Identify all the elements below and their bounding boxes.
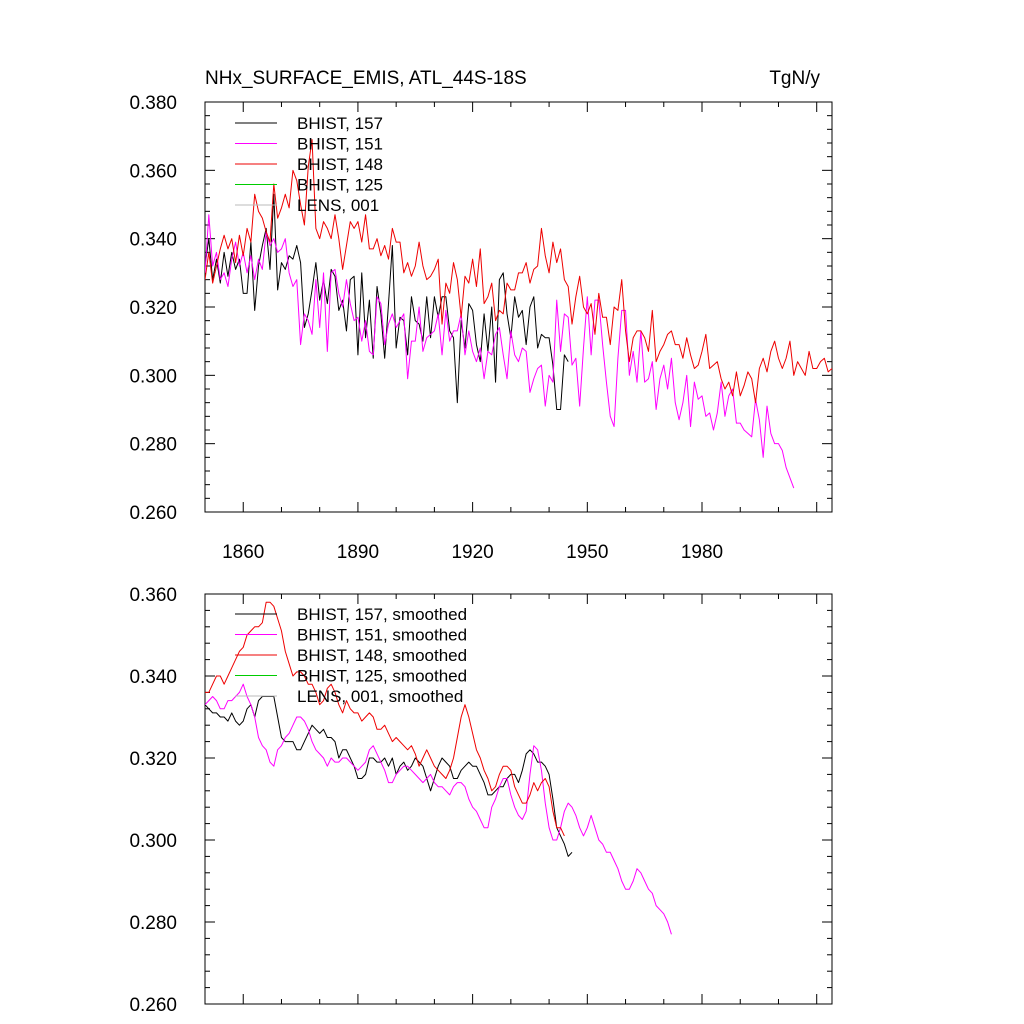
- series-line-bhist-151-smoothed: [205, 683, 672, 935]
- x-tick-label: 1920: [451, 542, 493, 563]
- x-tick-label: 1890: [337, 542, 379, 563]
- y-tick-label: 0.300: [129, 831, 177, 852]
- x-tick-label: 1860: [222, 542, 264, 563]
- x-tick-label: 1950: [566, 542, 608, 563]
- legend-label: LENS, 001: [297, 196, 379, 215]
- series-line-bhist-157-smoothed: [205, 696, 573, 857]
- series-group: [205, 139, 832, 489]
- series-line-bhist-148: [205, 139, 832, 404]
- y-tick-label: 0.340: [129, 230, 177, 251]
- legend-label: BHIST, 125: [297, 176, 383, 195]
- plot-frame: [204, 593, 833, 1005]
- chart-title: NHx_SURFACE_EMIS, ATL_44S-18S: [205, 68, 527, 89]
- units-label: TgN/y: [769, 68, 820, 89]
- legend-label: BHIST, 157, smoothed: [297, 605, 467, 624]
- y-tick-label: 0.320: [129, 298, 177, 319]
- legend-label: BHIST, 148: [297, 155, 383, 174]
- y-tick-label: 0.280: [129, 435, 177, 456]
- legend-label: BHIST, 151, smoothed: [297, 626, 467, 645]
- legend-label: BHIST, 151: [297, 135, 383, 154]
- series-line-bhist-157: [205, 193, 569, 410]
- y-tick-label: 0.260: [129, 503, 177, 524]
- legend-label: LENS, 001, smoothed: [297, 687, 463, 706]
- top-panel: 1860 1890 1920 1950 1980 0.260 0.280 0.300 0.320…: [129, 68, 833, 563]
- x-tick-label: 1980: [681, 542, 723, 563]
- y-tick-label: 0.260: [129, 995, 177, 1016]
- series-line-bhist-148-smoothed: [205, 601, 565, 837]
- y-tick-label: 0.380: [129, 93, 177, 114]
- y-tick-label: 0.300: [129, 366, 177, 387]
- legend-label: BHIST, 148, smoothed: [297, 646, 467, 665]
- y-tick-label: 0.340: [129, 667, 177, 688]
- y-tick-label: 0.280: [129, 913, 177, 934]
- y-tick-label: 0.320: [129, 749, 177, 770]
- legend-label: BHIST, 157: [297, 114, 383, 133]
- y-tick-label: 0.360: [129, 585, 177, 606]
- bottom-panel: 0.260 0.280 0.300 0.320 0.340 0.360 BHIST, 157…: [129, 585, 833, 1016]
- series-line-bhist-151: [205, 214, 795, 489]
- y-tick-label: 0.360: [129, 161, 177, 182]
- legend-label: BHIST, 125, smoothed: [297, 667, 467, 686]
